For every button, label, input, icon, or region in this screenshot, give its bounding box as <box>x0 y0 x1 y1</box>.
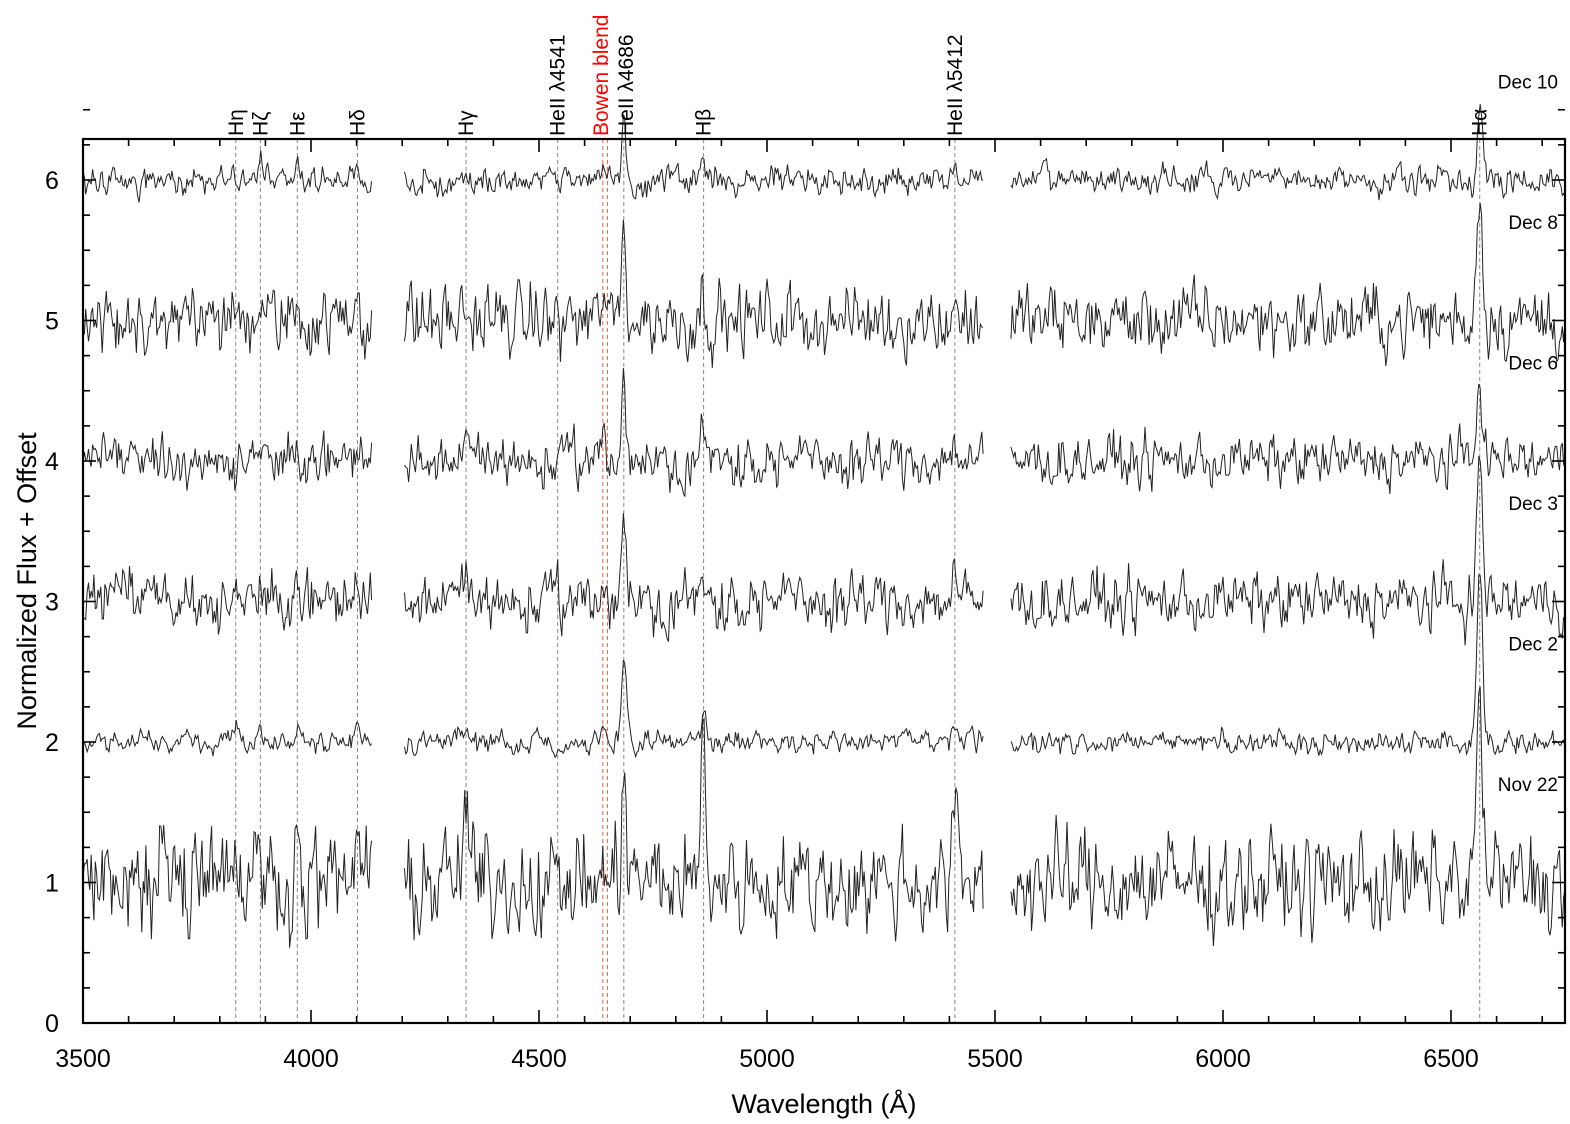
spectrum-line <box>1010 574 1566 756</box>
x-tick-label: 4000 <box>283 1045 339 1073</box>
spectrum-line <box>82 430 373 491</box>
spectral-line-label: HeII λ4686 <box>615 34 638 136</box>
spectrum-line <box>1010 686 1566 947</box>
x-tick-label: 6500 <box>1423 1045 1479 1073</box>
series-date-label: Dec 6 <box>1508 354 1558 375</box>
series-date-labels: Dec 10 Dec 8 Dec 6 Dec 3 Dec 2 Nov 22 <box>1498 73 1558 797</box>
spectrum-line <box>82 823 373 948</box>
spectrum-line <box>404 368 984 497</box>
x-axis-ticks: 3500 4000 4500 5000 5500 6000 6500 <box>55 139 1543 1073</box>
x-tick-label: 3500 <box>55 1045 111 1073</box>
spectral-line-label: Hγ <box>455 110 478 136</box>
spectrum-line <box>404 717 984 942</box>
y-tick-label: 4 <box>45 448 59 476</box>
y-axis-title: Normalized Flux + Offset <box>12 432 42 730</box>
spectra-series <box>82 104 1566 948</box>
spectrum-line <box>404 659 984 759</box>
spectral-line-label: HeII λ4541 <box>547 34 570 136</box>
y-tick-label: 0 <box>45 1010 59 1038</box>
x-tick-label: 6000 <box>1195 1045 1251 1073</box>
series-date-label: Nov 22 <box>1498 775 1558 796</box>
y-tick-label: 1 <box>45 870 59 898</box>
plot-frame <box>81 137 1567 1025</box>
x-tick-label: 4500 <box>511 1045 567 1073</box>
spectrum-line <box>1010 203 1566 366</box>
y-tick-label: 5 <box>45 308 59 336</box>
spectral-line-markers <box>235 139 1481 1023</box>
spectral-line-labels: Hη Hζ Hε Hδ Hγ HeII λ4541 Bowen blend HeII λ468… <box>225 15 1492 136</box>
spectral-line-label: Hβ <box>693 109 716 136</box>
spectral-line-label: Hδ <box>347 109 370 136</box>
y-axis-ticks: 0 1 2 3 4 5 6 <box>45 108 1565 1038</box>
spectral-line-label: Hε <box>286 111 309 136</box>
spectrum-line <box>1010 104 1566 201</box>
x-tick-label: 5000 <box>739 1045 795 1073</box>
spectrum-line <box>82 719 373 757</box>
y-tick-label: 2 <box>45 729 59 757</box>
y-tick-label: 6 <box>45 167 59 195</box>
x-tick-label: 5500 <box>967 1045 1023 1073</box>
spectrum-line <box>404 513 984 642</box>
spectrum-line <box>1010 383 1566 495</box>
spectral-line-label: Hη <box>225 109 248 136</box>
spectrum-line <box>1010 455 1566 646</box>
y-tick-label: 3 <box>45 589 59 617</box>
series-date-label: Dec 8 <box>1508 213 1558 234</box>
spectrum-line <box>404 219 984 368</box>
spectrum-line <box>82 565 373 635</box>
x-axis-title: Wavelength (Å) <box>731 1088 916 1119</box>
spectrum-line <box>82 288 373 360</box>
series-date-label: Dec 10 <box>1498 73 1558 94</box>
spectrum-line <box>82 150 373 203</box>
spectrum-line <box>404 114 984 200</box>
spectral-line-label: Hζ <box>249 112 272 136</box>
spectral-line-label: Bowen blend <box>590 15 613 136</box>
spectral-line-label: HeII λ5412 <box>944 34 967 136</box>
spectral-line-label: Hα <box>1469 109 1492 136</box>
series-date-label: Dec 3 <box>1508 494 1558 515</box>
series-date-label: Dec 2 <box>1508 635 1558 656</box>
